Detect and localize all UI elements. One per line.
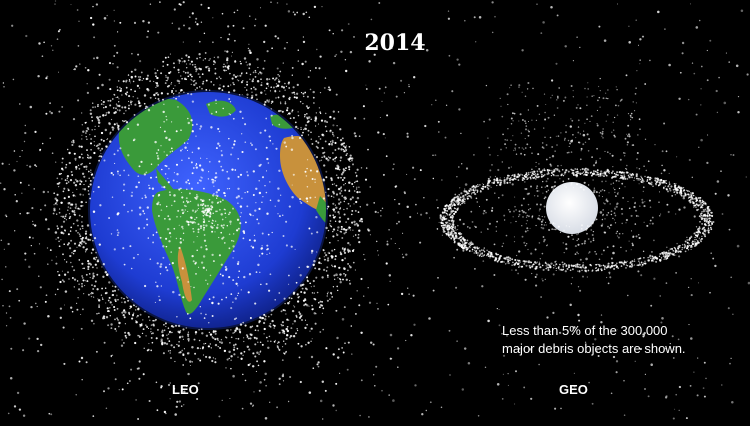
geo-debris-ring — [439, 84, 715, 284]
geo-label: GEO — [559, 382, 588, 397]
year-title: 2014 — [0, 30, 750, 56]
leo-label: LEO — [172, 382, 199, 397]
caption-line-1: Less than 5% of the 300,000 — [502, 322, 742, 340]
caption-line-2: major debris objects are shown. — [502, 340, 742, 358]
leo-debris-cloud — [0, 0, 439, 421]
leo-earth — [89, 91, 336, 329]
caption-note: Less than 5% of the 300,000 major debris… — [502, 322, 742, 358]
